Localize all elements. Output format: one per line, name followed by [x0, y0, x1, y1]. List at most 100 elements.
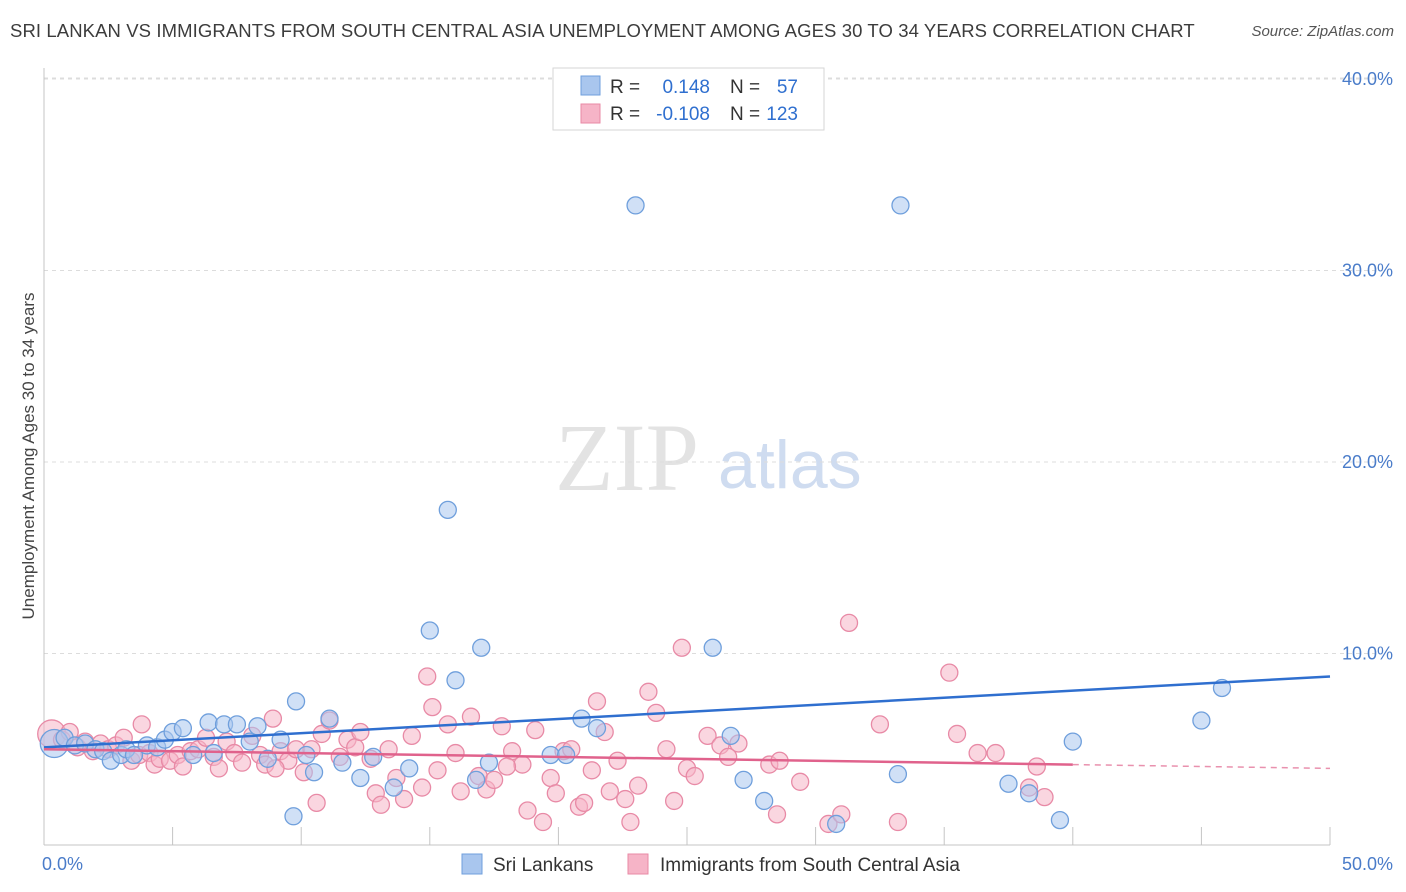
pink-point: [616, 789, 635, 809]
pink-point: [986, 743, 1005, 763]
legend-immigrants-swatch: [627, 853, 649, 875]
legend-blue-swatch: [580, 75, 601, 96]
blue-point: [304, 763, 324, 782]
blue-point: [320, 709, 339, 728]
pink-point: [574, 793, 594, 813]
blue-point: [284, 807, 303, 826]
pink-point: [513, 755, 532, 774]
x-tick-label: 0.0%: [42, 854, 83, 874]
blue-point: [333, 753, 352, 772]
pink-point: [497, 757, 517, 776]
pink-point: [664, 791, 684, 811]
legend-blue-r-label: R =: [610, 77, 640, 98]
blue-point: [438, 500, 457, 520]
pink-point: [132, 715, 151, 734]
legend-sri-lankans-label: Sri Lankans: [493, 855, 593, 876]
pink-point: [587, 692, 607, 711]
blue-point: [420, 621, 439, 640]
pink-point: [451, 782, 470, 801]
pink-point: [412, 778, 432, 797]
blue-point: [1063, 732, 1082, 751]
legend-immigrants-label: Immigrants from South Central Asia: [660, 855, 960, 876]
watermark-atlas: atlas: [718, 427, 862, 503]
blue-point: [721, 726, 740, 745]
blue-point: [248, 717, 267, 736]
pink-point: [698, 726, 717, 745]
x-ticks: [172, 827, 1331, 845]
pink-point: [394, 789, 414, 809]
pink-point: [791, 772, 810, 791]
pink-point: [1027, 757, 1046, 776]
pink-point: [418, 667, 437, 686]
gridlines: [44, 77, 1378, 654]
pink-point: [423, 697, 442, 717]
pink-point: [209, 759, 229, 778]
pink-point: [582, 761, 601, 780]
legend-stats: R = 0.148 N = 57 R = -0.108 N = 123: [552, 67, 825, 131]
pink-point: [621, 812, 640, 832]
blue-point: [891, 196, 910, 215]
y-tick-label: 10.0%: [1342, 644, 1393, 664]
blue-point: [734, 770, 753, 790]
blue-point: [1019, 784, 1039, 803]
legend-pink-r-value: -0.108: [656, 104, 710, 125]
blue-point: [173, 719, 193, 738]
blue-point: [472, 638, 491, 657]
blue-point: [999, 774, 1018, 793]
x-tick-labels: 0.0% 50.0%: [42, 854, 1393, 874]
y-tick-label: 40.0%: [1342, 69, 1393, 89]
pink-point: [947, 724, 967, 744]
pink-point: [263, 709, 283, 728]
blue-point: [479, 753, 499, 772]
trend-line-blue: [43, 675, 1331, 749]
trend-lines: [43, 675, 1331, 770]
pink-point: [402, 726, 421, 745]
blue-point: [384, 778, 403, 797]
pink-point: [518, 801, 537, 820]
blue-point: [587, 719, 607, 738]
pink-point: [600, 782, 619, 801]
blue-point: [1050, 810, 1070, 830]
pink-point: [232, 753, 252, 772]
legend-pink-r-label: R =: [610, 104, 640, 125]
pink-point: [371, 795, 391, 814]
pink-point: [628, 776, 648, 795]
legend-pink-n-label: N =: [730, 104, 760, 125]
trend-line-pink-dashed: [1072, 763, 1331, 770]
y-tick-labels: 10.0% 20.0% 30.0% 40.0%: [1342, 69, 1393, 664]
blue-point: [446, 671, 465, 690]
pink-point: [968, 743, 987, 763]
blue-point: [626, 196, 645, 215]
pink-point: [461, 707, 481, 726]
blue-point: [227, 715, 247, 734]
blue-point: [466, 770, 486, 790]
blue-point: [556, 745, 576, 765]
legend-sri-lankans-swatch: [461, 853, 483, 875]
blue-point: [703, 638, 722, 657]
pink-point: [639, 682, 658, 701]
blue-point: [184, 745, 203, 765]
blue-point: [286, 692, 306, 711]
blue-point: [1192, 711, 1211, 730]
legend-blue-r-value: 0.148: [662, 77, 710, 98]
y-axis-title: Unemployment Among Ages 30 to 34 years: [19, 293, 38, 620]
source-label: Source: ZipAtlas.com: [1251, 23, 1394, 40]
x-tick-label: 50.0%: [1342, 854, 1393, 874]
pink-point: [484, 770, 504, 790]
pink-point: [685, 766, 704, 786]
blue-point: [351, 768, 370, 788]
pink-point: [719, 747, 738, 767]
watermark: ZIP atlas: [555, 404, 862, 511]
pink-point: [492, 717, 511, 736]
pink-point: [541, 768, 560, 788]
pink-point: [1035, 787, 1054, 807]
chart-title: SRI LANKAN VS IMMIGRANTS FROM SOUTH CENT…: [10, 20, 1195, 41]
blue-point: [199, 713, 218, 732]
blue-point: [297, 745, 316, 765]
pink-point: [533, 812, 553, 832]
blue-point: [400, 759, 419, 778]
pink-point: [173, 757, 193, 776]
blue-point: [541, 745, 560, 765]
pink-point: [546, 784, 565, 803]
